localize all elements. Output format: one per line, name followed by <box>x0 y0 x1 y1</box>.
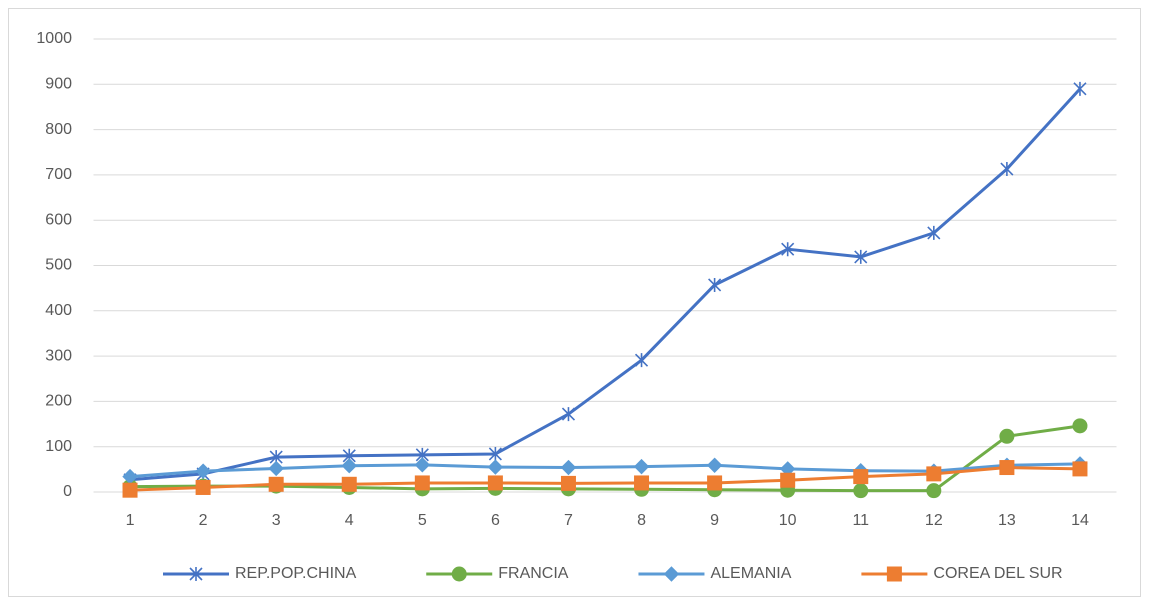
y-tick-label: 300 <box>45 347 72 364</box>
marker <box>633 458 650 475</box>
legend-item: COREA DEL SUR <box>861 565 1063 582</box>
marker <box>634 475 650 491</box>
series-line <box>129 466 1080 492</box>
legend-label: REP.POP.CHINA <box>235 565 357 582</box>
marker <box>189 567 203 581</box>
marker <box>853 483 869 499</box>
marker <box>1072 461 1088 477</box>
marker <box>999 428 1015 444</box>
marker <box>781 242 795 257</box>
marker <box>926 466 942 482</box>
marker <box>706 457 723 473</box>
legend-item: REP.POP.CHINA <box>163 565 357 582</box>
marker <box>451 566 467 582</box>
y-tick-label: 800 <box>45 121 72 138</box>
marker <box>122 482 138 498</box>
series-line <box>129 462 1080 479</box>
y-tick-label: 100 <box>45 438 72 455</box>
y-tick-label: 500 <box>45 257 72 274</box>
x-tick-label: 5 <box>418 512 427 529</box>
marker <box>487 475 503 491</box>
marker <box>926 483 942 499</box>
legend-label: ALEMANIA <box>710 565 791 582</box>
legend-item: ALEMANIA <box>638 565 792 582</box>
legend-item: FRANCIA <box>426 565 569 582</box>
marker <box>488 446 502 461</box>
marker <box>560 475 576 491</box>
marker <box>634 353 649 368</box>
y-tick-label: 900 <box>45 76 72 93</box>
legend-label: FRANCIA <box>498 565 569 582</box>
marker <box>268 460 284 477</box>
marker <box>268 476 284 492</box>
x-tick-label: 10 <box>779 512 797 529</box>
x-tick-label: 1 <box>126 512 135 529</box>
x-tick-label: 7 <box>564 512 573 529</box>
marker <box>1073 81 1087 96</box>
y-tick-label: 400 <box>45 302 72 319</box>
x-tick-label: 11 <box>852 512 869 529</box>
legend-label: COREA DEL SUR <box>933 565 1062 582</box>
marker <box>1000 162 1014 177</box>
marker <box>414 457 431 473</box>
marker <box>663 566 680 582</box>
marker <box>853 469 869 485</box>
marker <box>854 249 868 264</box>
marker <box>561 407 576 422</box>
chart-border <box>8 8 1141 597</box>
y-tick-label: 0 <box>63 483 72 500</box>
x-tick-label: 6 <box>491 512 500 529</box>
x-tick-label: 13 <box>998 512 1016 529</box>
marker <box>560 459 577 476</box>
series-line <box>130 424 1081 493</box>
marker <box>708 277 722 292</box>
marker <box>927 225 941 240</box>
marker <box>341 458 357 474</box>
x-tick-label: 3 <box>272 512 281 529</box>
marker <box>487 459 504 475</box>
marker <box>886 566 902 582</box>
x-tick-label: 14 <box>1071 512 1089 529</box>
x-tick-label: 9 <box>710 512 719 529</box>
series-line <box>129 87 1082 482</box>
x-tick-label: 8 <box>637 512 646 529</box>
y-tick-label: 200 <box>45 393 72 410</box>
marker <box>780 472 796 488</box>
x-tick-label: 12 <box>925 512 943 529</box>
y-tick-label: 1000 <box>36 30 72 47</box>
marker <box>341 476 357 492</box>
x-tick-label: 2 <box>199 512 208 529</box>
legend: REP.POP.CHINA FRANCIA ALEMANIA COREA DEL SU… <box>163 565 1063 582</box>
marker <box>195 479 211 495</box>
marker <box>195 463 211 479</box>
marker <box>414 475 430 491</box>
x-tick-label: 4 <box>345 512 354 529</box>
marker <box>707 475 723 491</box>
y-tick-label: 600 <box>45 211 72 228</box>
marker <box>1072 418 1088 434</box>
y-tick-label: 700 <box>45 166 72 183</box>
marker <box>999 460 1015 476</box>
